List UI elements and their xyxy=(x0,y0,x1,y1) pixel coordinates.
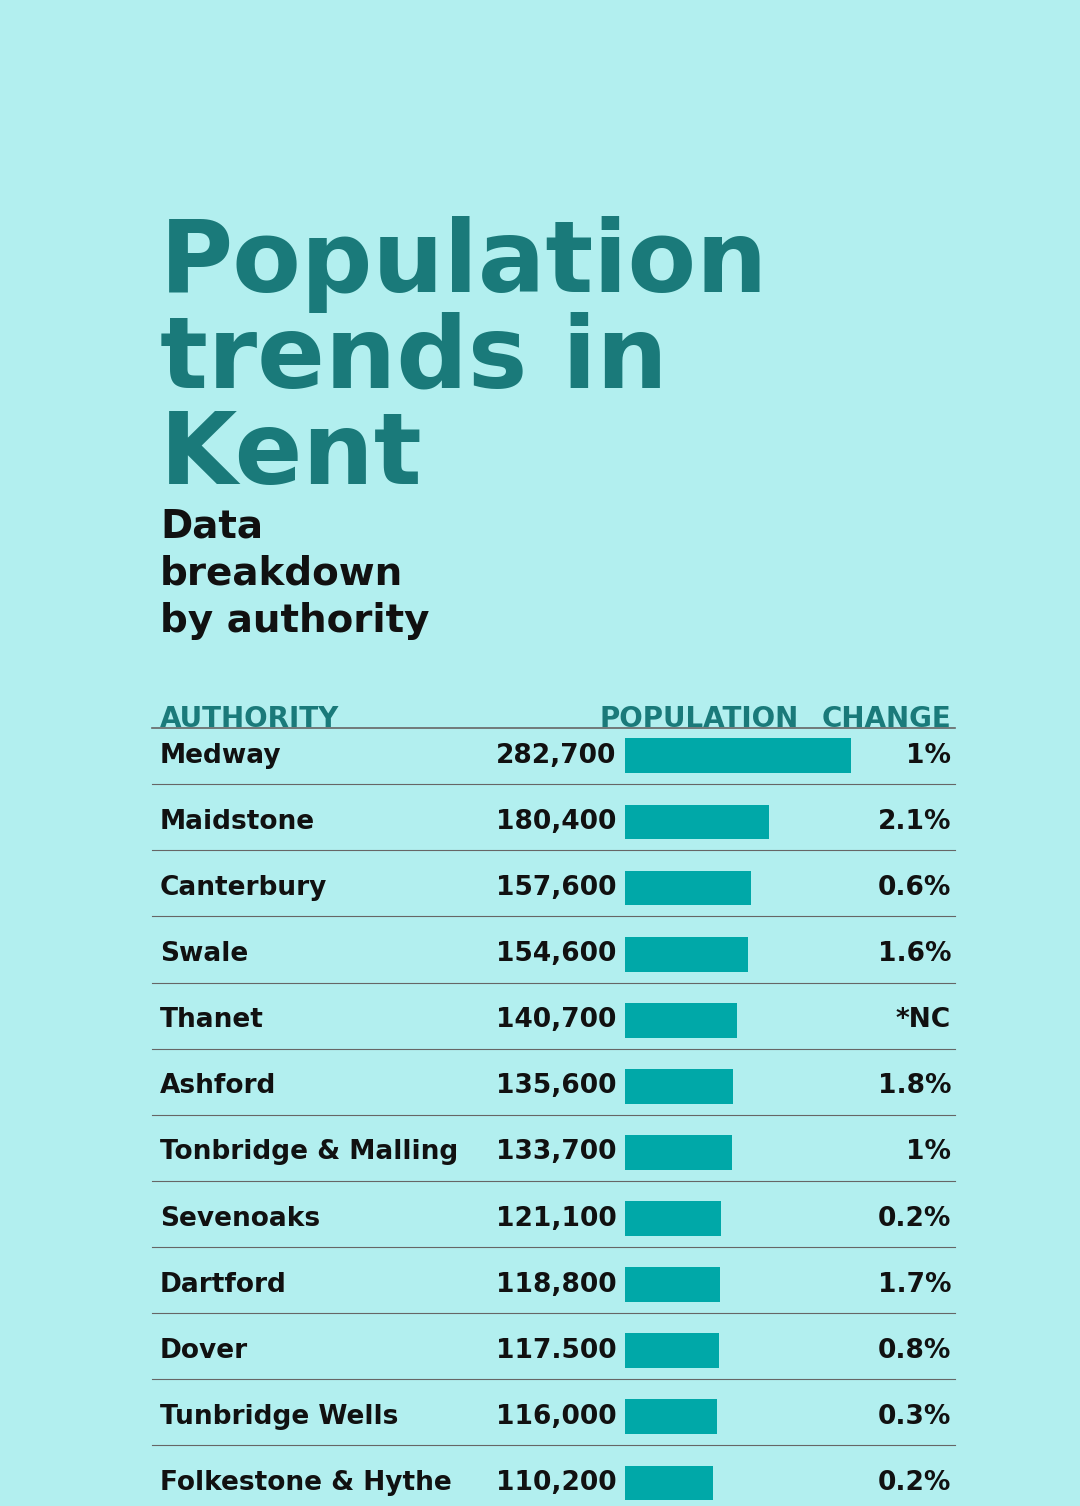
Text: 1%: 1% xyxy=(906,1140,951,1166)
Text: 1.8%: 1.8% xyxy=(878,1074,951,1099)
Text: 116,000: 116,000 xyxy=(496,1404,617,1429)
Text: Dover: Dover xyxy=(160,1337,248,1364)
Text: 1.6%: 1.6% xyxy=(878,941,951,967)
Text: 0.2%: 0.2% xyxy=(878,1470,951,1495)
Text: Thanet: Thanet xyxy=(160,1008,264,1033)
Bar xyxy=(624,738,851,773)
Text: 282,700: 282,700 xyxy=(496,742,617,770)
Text: 140,700: 140,700 xyxy=(496,1008,617,1033)
Text: 1.7%: 1.7% xyxy=(878,1271,951,1298)
Text: 2.1%: 2.1% xyxy=(878,809,951,834)
Text: Data
breakdown
by authority: Data breakdown by authority xyxy=(160,508,430,640)
Bar xyxy=(624,1069,733,1104)
Text: *NC: *NC xyxy=(896,1008,951,1033)
Bar xyxy=(624,1267,719,1303)
Text: Canterbury: Canterbury xyxy=(160,875,327,901)
Text: AUTHORITY: AUTHORITY xyxy=(160,705,339,733)
Bar xyxy=(624,1003,738,1038)
Text: 117.500: 117.500 xyxy=(496,1337,617,1364)
Text: Tunbridge Wells: Tunbridge Wells xyxy=(160,1404,399,1429)
Text: POPULATION: POPULATION xyxy=(599,705,799,733)
Text: Swale: Swale xyxy=(160,941,248,967)
Text: Dartford: Dartford xyxy=(160,1271,287,1298)
Text: Folkestone & Hythe: Folkestone & Hythe xyxy=(160,1470,451,1495)
Text: 0.2%: 0.2% xyxy=(878,1206,951,1232)
Text: 110,200: 110,200 xyxy=(496,1470,617,1495)
Text: 180,400: 180,400 xyxy=(496,809,617,834)
Text: Kent: Kent xyxy=(160,408,422,505)
Text: Population: Population xyxy=(160,215,769,313)
Text: CHANGE: CHANGE xyxy=(821,705,951,733)
Text: 0.3%: 0.3% xyxy=(878,1404,951,1429)
Text: 135,600: 135,600 xyxy=(496,1074,617,1099)
Text: 157,600: 157,600 xyxy=(496,875,617,901)
Bar xyxy=(624,937,748,971)
Bar xyxy=(624,870,751,905)
Text: trends in: trends in xyxy=(160,312,667,408)
Bar xyxy=(624,1399,717,1434)
Bar xyxy=(624,1202,721,1236)
Bar xyxy=(624,1136,731,1170)
Text: 133,700: 133,700 xyxy=(496,1140,617,1166)
Text: Sevenoaks: Sevenoaks xyxy=(160,1206,321,1232)
Text: Medway: Medway xyxy=(160,742,282,770)
Text: 154,600: 154,600 xyxy=(496,941,617,967)
Text: 118,800: 118,800 xyxy=(496,1271,617,1298)
Text: 0.6%: 0.6% xyxy=(878,875,951,901)
Bar xyxy=(624,804,769,839)
Text: 1%: 1% xyxy=(906,742,951,770)
Text: 121,100: 121,100 xyxy=(496,1206,617,1232)
Text: 0.8%: 0.8% xyxy=(878,1337,951,1364)
Text: Tonbridge & Malling: Tonbridge & Malling xyxy=(160,1140,458,1166)
Text: Maidstone: Maidstone xyxy=(160,809,315,834)
Bar xyxy=(624,1465,713,1500)
Bar xyxy=(624,1333,718,1367)
Text: Ashford: Ashford xyxy=(160,1074,276,1099)
